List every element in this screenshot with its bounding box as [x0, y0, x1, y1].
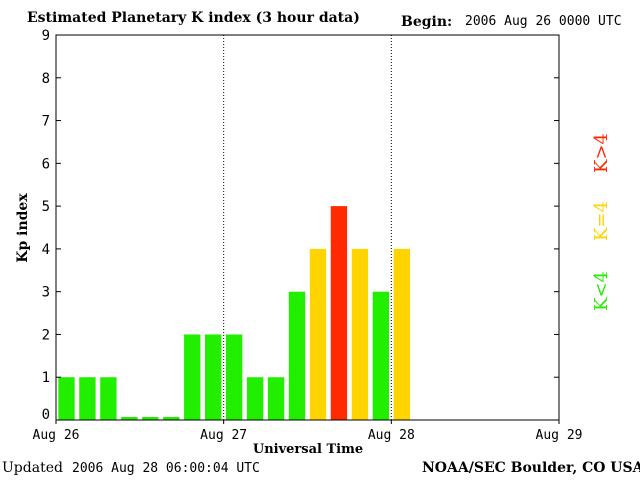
kp-bar	[163, 417, 180, 420]
y-tick-label: 9	[42, 28, 50, 44]
credit-text: NOAA/SEC Boulder, CO USA	[422, 460, 640, 476]
legend-high: K>4	[591, 133, 612, 173]
kp-bar	[393, 248, 410, 420]
kp-bar	[100, 377, 117, 420]
y-tick-label: 6	[42, 156, 50, 172]
kp-bar	[121, 417, 138, 420]
legend-equal: K=4	[591, 201, 612, 241]
kp-bar	[79, 377, 96, 420]
kp-bar	[58, 377, 75, 420]
bar-group	[58, 206, 410, 420]
kp-bar	[142, 417, 159, 420]
kp-bar	[372, 291, 390, 420]
kp-bar	[246, 377, 264, 420]
kp-bar	[351, 248, 369, 420]
kp-bar	[309, 248, 327, 420]
kp-bar	[288, 291, 306, 420]
y-tick-label: 0	[42, 407, 50, 423]
x-axis-label: Universal Time	[253, 442, 363, 457]
y-axis: 0 1 2 3 4 5 6 7 8 9	[42, 28, 559, 423]
y-tick-label: 2	[42, 327, 50, 343]
chart-title: Estimated Planetary K index (3 hour data…	[27, 10, 360, 26]
kp-bar	[267, 377, 285, 420]
x-tick-label: Aug 26	[33, 428, 80, 443]
updated-value: 2006 Aug 28 06:00:04 UTC	[72, 461, 260, 476]
y-tick-label: 3	[42, 285, 50, 301]
x-axis: Aug 26 Aug 27 Aug 28 Aug 29	[33, 420, 583, 443]
legend-low: K<4	[591, 271, 612, 311]
x-tick-label: Aug 28	[368, 428, 415, 443]
y-tick-label: 7	[42, 114, 50, 130]
kp-bar	[225, 334, 243, 420]
plot-frame	[55, 34, 560, 421]
updated-label: Updated	[2, 460, 63, 476]
kp-bar	[184, 334, 201, 420]
y-tick-label: 4	[42, 242, 50, 258]
y-axis-label: Kp index	[15, 193, 31, 263]
begin-value: 2006 Aug 26 0000 UTC	[465, 14, 622, 29]
begin-label: Begin:	[401, 14, 453, 30]
kp-bar	[330, 206, 348, 420]
y-tick-label: 1	[42, 370, 50, 386]
y-tick-label: 8	[42, 71, 50, 87]
x-tick-label: Aug 29	[536, 428, 583, 443]
kp-bar	[205, 334, 222, 420]
x-tick-label: Aug 27	[200, 428, 247, 443]
y-tick-label: 5	[42, 199, 50, 215]
day-separators	[223, 35, 392, 420]
